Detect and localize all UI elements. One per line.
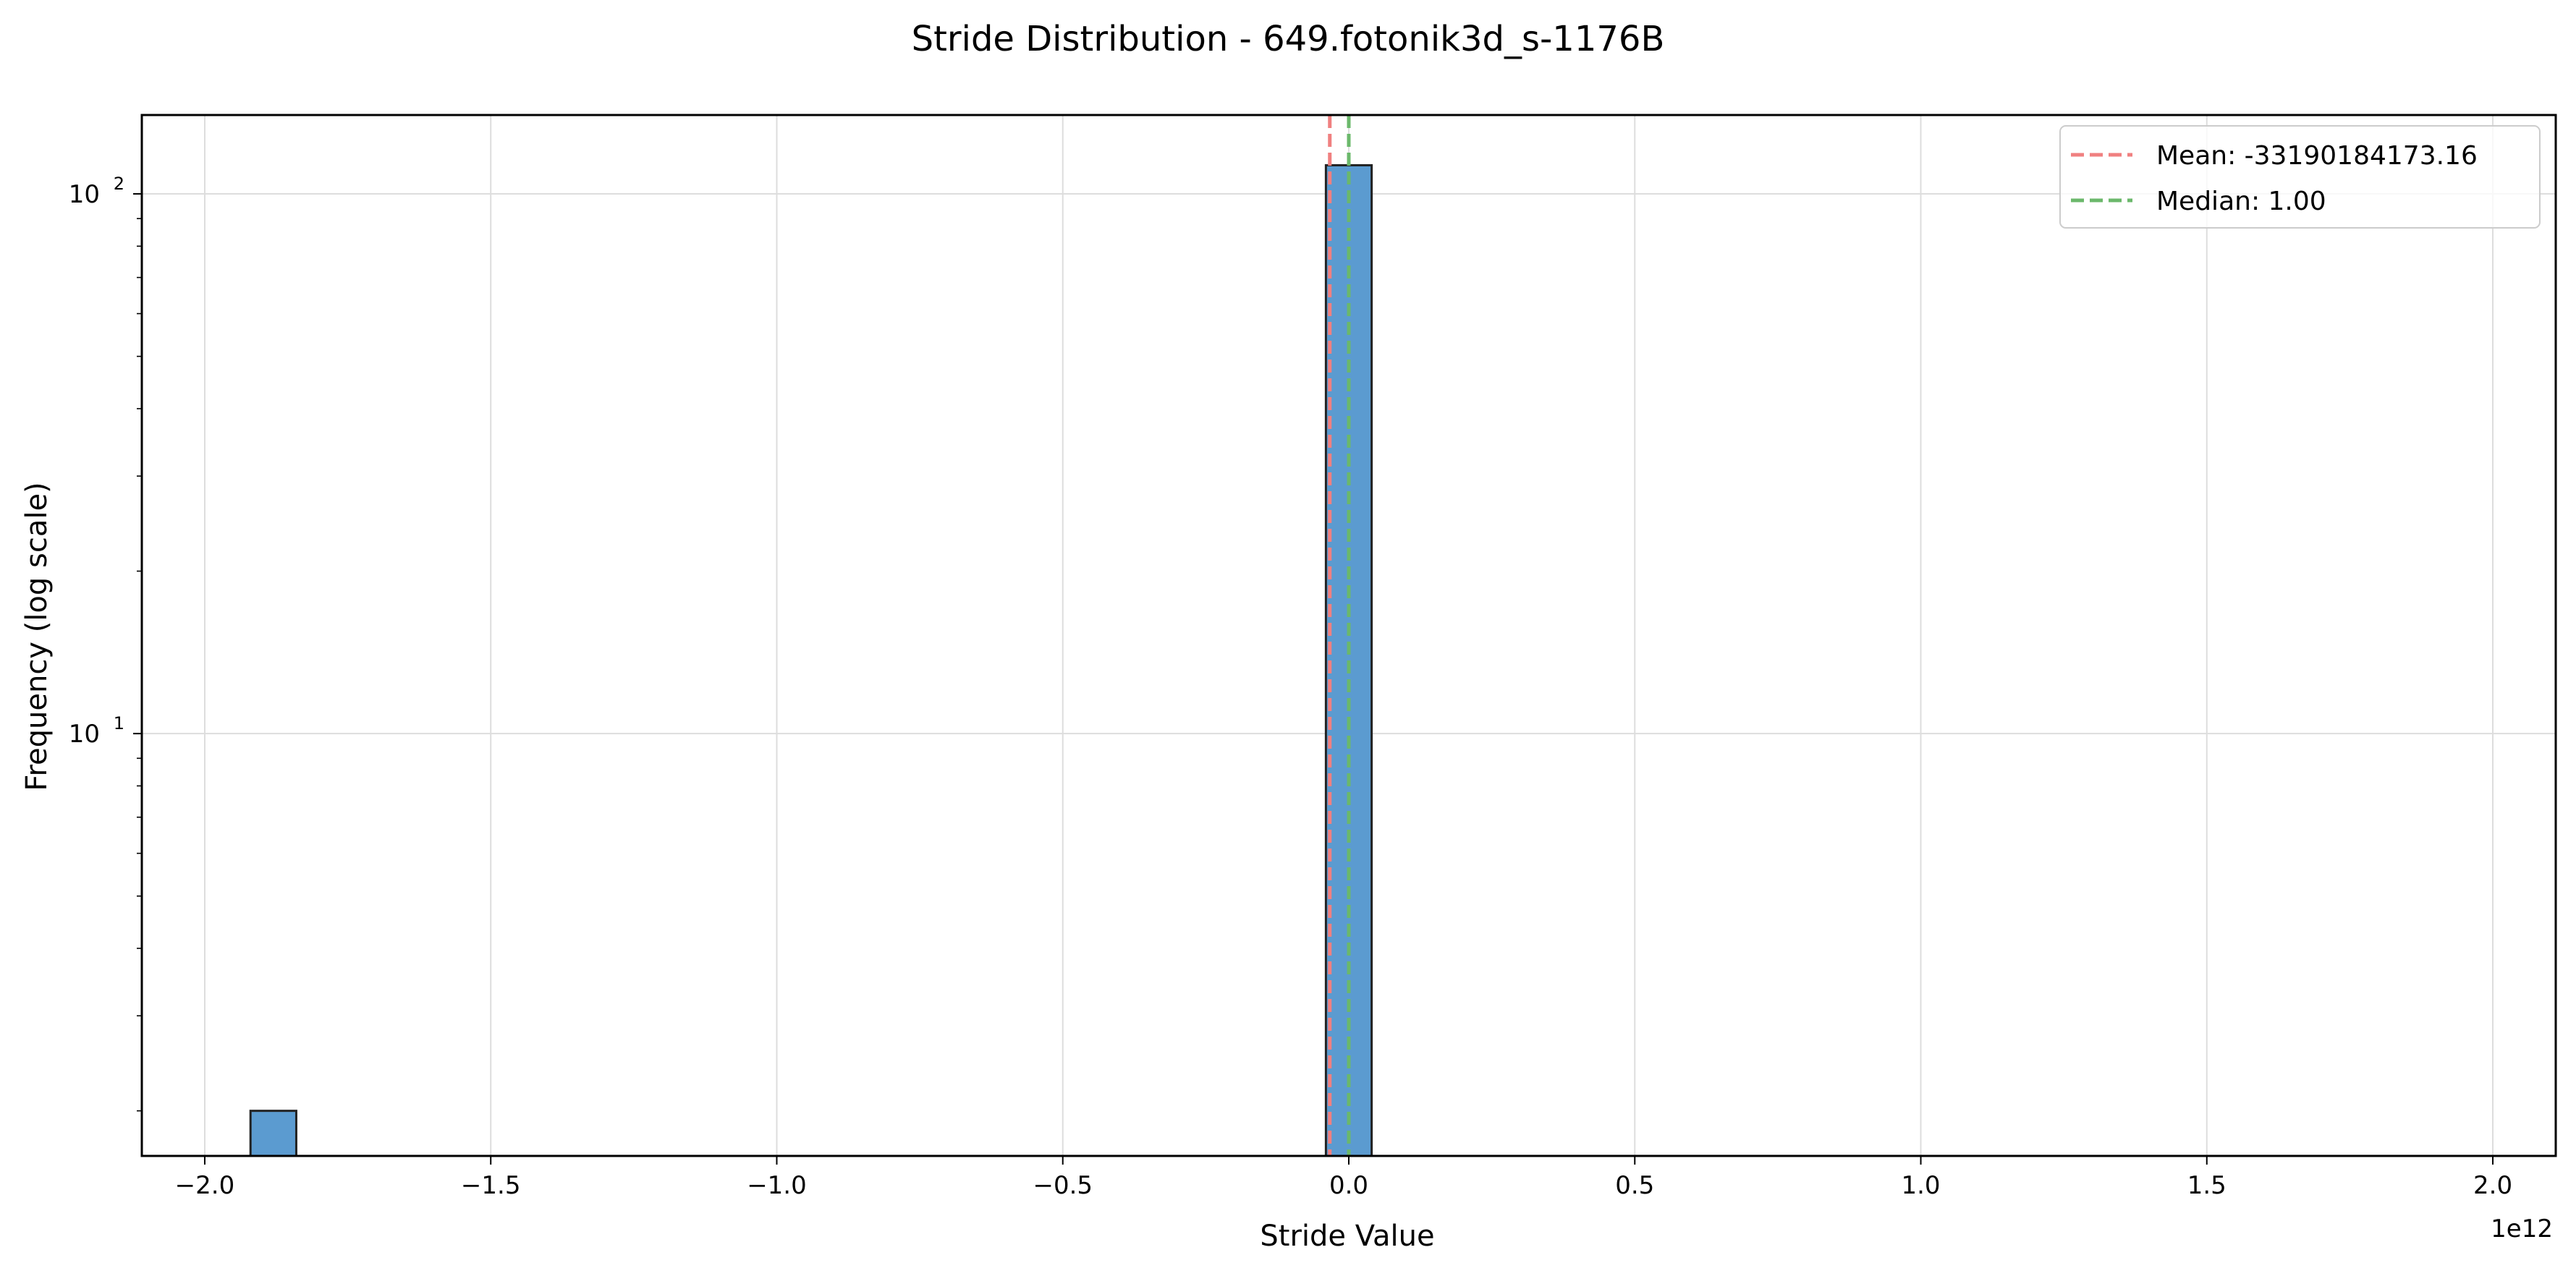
x-tick-label: −2.0 [175,1171,235,1200]
y-tick-label: 10 [69,720,100,749]
y-axis-ticks: 10 1 10 2 [69,174,142,1112]
x-axis-ticks: −2.0 −1.5 −1.0 −0.5 0.0 0.5 1.0 1.5 2.0 [175,1156,2512,1200]
x-tick-label: −0.5 [1033,1171,1093,1200]
x-tick-label: 1.0 [1901,1171,1940,1200]
x-axis-offset-label: 1e12 [2491,1215,2553,1243]
histogram-bar [249,1110,297,1157]
y-tick-base: 10 [69,180,100,209]
x-tick-label: −1.5 [461,1171,521,1200]
y-tick-label: 10 [69,180,100,209]
legend-label-mean: Mean: -33190184173.16 [2156,141,2478,171]
x-tick-label: 2.0 [2473,1171,2512,1200]
x-tick-label: 1.5 [2187,1171,2227,1200]
legend-box [2059,125,2541,229]
x-tick-label: 0.5 [1615,1171,1654,1200]
chart-title: Stride Distribution - 649.fotonik3d_s-11… [912,19,1665,59]
legend: Mean: -33190184173.16 Median: 1.00 [2059,125,2541,229]
x-axis-title: Stride Value [1260,1220,1434,1253]
legend-label-median: Median: 1.00 [2156,187,2326,216]
x-tick-label: −1.0 [747,1171,807,1200]
y-axis-title: Frequency (log scale) [20,482,54,791]
y-tick-exponent: 1 [114,713,124,733]
y-tick-exponent: 2 [114,174,124,194]
reference-lines [1328,115,1351,1156]
x-tick-label: 0.0 [1329,1171,1368,1200]
y-tick-base: 10 [69,720,100,749]
